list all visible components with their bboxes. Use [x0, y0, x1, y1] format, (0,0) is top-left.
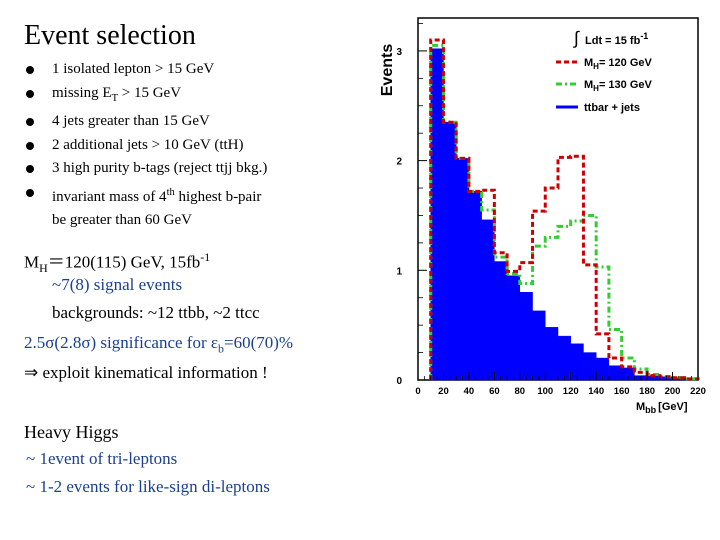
- ttbar-bar: [545, 327, 559, 381]
- x-tick-label: 60: [489, 386, 500, 397]
- signal-events-line: ~7(8) signal events: [52, 275, 183, 294]
- ttbar-bar: [494, 261, 508, 381]
- implies-arrow-icon: ⇒: [24, 363, 39, 382]
- slide-title: Event selection: [24, 20, 196, 51]
- cut-missing-et: missing ET > 15 GeV: [24, 82, 364, 111]
- mbb-histogram: 0 20 40 60 80 100 120 140 160 180 200 220 0 1 2 3Events…: [379, 17, 706, 415]
- cut-four-jets: 4 jets greater than 15 GeV: [24, 110, 364, 134]
- x-tick-label: 200: [665, 386, 681, 397]
- mh120-series-line: [429, 38, 700, 381]
- x-tick-label: 100: [537, 386, 553, 397]
- y-tick-label: 3: [396, 47, 402, 58]
- ttbar-bar: [570, 343, 584, 381]
- y-axis-label: Events: [379, 44, 396, 97]
- integral-symbol: ∫: [572, 28, 580, 48]
- x-tick-label: 40: [464, 386, 475, 397]
- ttbar-bar: [532, 310, 546, 381]
- ttbar-bar: [443, 121, 457, 381]
- luminosity-label: Ldt = 15 fb-1: [585, 31, 648, 47]
- cut-isolated-lepton: 1 isolated lepton > 15 GeV: [24, 58, 364, 82]
- background-line: backgrounds: ~12 ttbb, ~2 ttcc: [52, 303, 260, 322]
- significance-line: 2.5σ(2.8σ) significance for εb=60(70)%: [24, 333, 294, 356]
- y-tick-label: 1: [396, 266, 402, 277]
- x-axis-label: Mbb [GeV]: [636, 401, 688, 415]
- x-tick-label: 80: [515, 386, 526, 397]
- like-sign-line: ~ 1-2 events for like-sign di-leptons: [26, 477, 270, 496]
- y-tick-label: 2: [396, 157, 402, 168]
- heavy-higgs-title: Heavy Higgs: [24, 422, 119, 442]
- higgs-mass-line: MH＝120(115) GeV, 15fb-1: [24, 250, 211, 276]
- ttbar-bar: [468, 191, 482, 381]
- y-tick-label: 0: [396, 376, 402, 387]
- cut-additional-jets: 2 additional jets > 10 GeV (ttH): [24, 134, 364, 158]
- exploit-line: ⇒ exploit kinematical information !: [24, 363, 268, 382]
- x-tick-label: 20: [438, 386, 449, 397]
- x-tick-label: 220: [690, 386, 706, 397]
- ttbar-bar: [557, 335, 571, 381]
- legend-mh130-label: MH= 130 GeV: [584, 79, 653, 93]
- selection-cuts-list: 1 isolated lepton > 15 GeV missing ET > …: [24, 58, 364, 233]
- ttbar-bar: [481, 219, 495, 381]
- x-tick-label: 140: [588, 386, 604, 397]
- x-tick-label: 180: [639, 386, 655, 397]
- ttbar-bar: [583, 352, 597, 381]
- ttbar-bar: [506, 275, 521, 381]
- cut-invariant-mass-cont: be greater than 60 GeV: [52, 212, 192, 228]
- ttbar-bar: [430, 48, 444, 381]
- legend-ttbar-label: ttbar + jets: [584, 102, 640, 114]
- cut-btags: 3 high purity b-tags (reject ttjj bkg.): [24, 157, 364, 181]
- tri-leptons-line: ~ 1event of tri-leptons: [26, 449, 178, 468]
- ttbar-bar: [519, 291, 533, 381]
- x-tick-label: 120: [563, 386, 579, 397]
- x-tick-label: 0: [415, 386, 420, 397]
- ttbar-bar: [455, 158, 470, 381]
- x-tick-label: 160: [614, 386, 630, 397]
- legend-mh120-label: MH= 120 GeV: [584, 57, 653, 71]
- cut-invariant-mass: invariant mass of 4th highest b-pair: [24, 181, 364, 210]
